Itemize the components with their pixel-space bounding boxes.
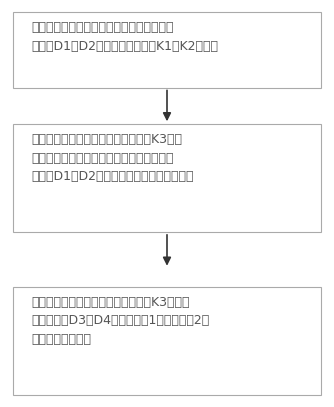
Text: 打开直流高压系统多回路中的接触器K3，则
第一电池组与第二电池组组成的整体电源在
二极管D1与D2的导通下直接对负载进行供电: 打开直流高压系统多回路中的接触器K3，则 第一电池组与第二电池组组成的整体电源在… [32,133,194,183]
Bar [13,124,321,232]
Bar [13,287,321,395]
Text: 对直流高压系统多回路进行装配，通过采用
二极管D1与D2取代原有电路中的K1与K2接触器: 对直流高压系统多回路进行装配，通过采用 二极管D1与D2取代原有电路中的K1与K… [32,21,219,53]
Bar [13,12,321,88]
Text: 闭合直流高压系统多回路中的接触器K3，通过
采用二极管D3与D4把电池回路1与电池回路2的
充电回路并接起来: 闭合直流高压系统多回路中的接触器K3，通过 采用二极管D3与D4把电池回路1与电… [32,296,210,346]
